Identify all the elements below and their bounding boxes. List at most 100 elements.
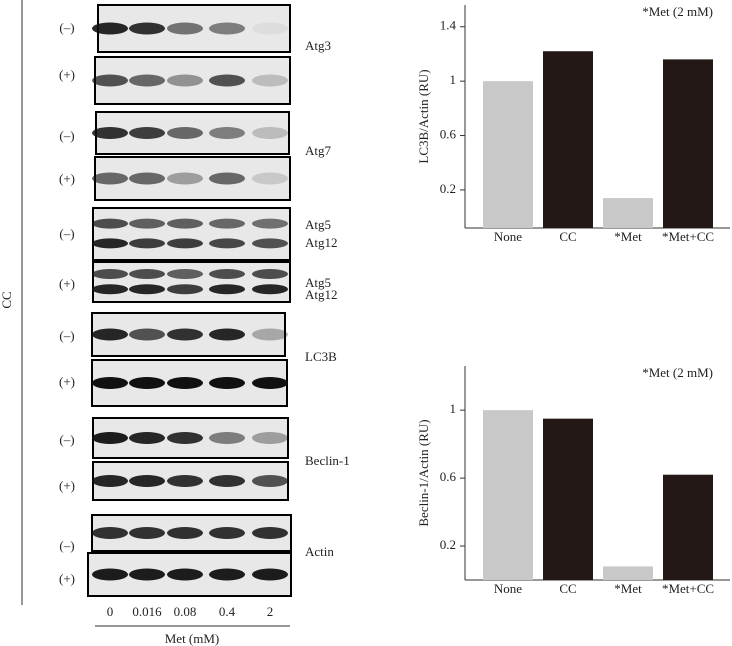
y-tick-label: 1 (450, 72, 457, 87)
lane-label: 0.4 (219, 604, 236, 619)
x-tick-label: None (494, 229, 522, 244)
band (167, 218, 203, 229)
band (252, 328, 288, 341)
band (92, 238, 128, 249)
band (252, 218, 288, 229)
x-tick-label: CC (559, 581, 576, 596)
band (252, 74, 288, 87)
band (252, 22, 288, 35)
band (167, 432, 203, 444)
band (92, 328, 128, 341)
band (167, 475, 203, 487)
band (167, 568, 203, 581)
band (167, 377, 203, 389)
band (129, 475, 165, 487)
band (209, 22, 245, 35)
row-sign: (+) (59, 374, 75, 389)
protein-label: Actin (305, 544, 334, 559)
lane-label: 0.08 (174, 604, 197, 619)
band (129, 218, 165, 229)
x-tick-label: *Met (614, 229, 642, 244)
protein-label: Atg7 (305, 143, 332, 158)
protein-label: Atg5 (305, 275, 331, 290)
lane-label: 0.016 (132, 604, 162, 619)
lane-label: 2 (267, 604, 274, 619)
band (209, 475, 245, 487)
protein-label: Atg3 (305, 38, 331, 53)
band (92, 377, 128, 389)
y-tick-label: 1 (450, 401, 457, 416)
row-sign: (–) (59, 328, 74, 343)
band (252, 527, 288, 539)
row-sign: (+) (59, 478, 75, 493)
row-sign: (–) (59, 538, 74, 553)
bar (663, 474, 713, 580)
row-sign: (–) (59, 432, 74, 447)
blot-panel (92, 207, 291, 261)
band (129, 172, 165, 185)
protein-label: Atg12 (305, 235, 338, 250)
band (167, 328, 203, 341)
y-axis-label: Beclin-1/Actin (RU) (416, 419, 431, 526)
band (167, 284, 203, 295)
band (209, 377, 245, 389)
band (167, 238, 203, 249)
band (129, 22, 165, 35)
side-label: CC (0, 291, 14, 308)
band (129, 269, 165, 279)
band (209, 284, 245, 295)
band (252, 127, 288, 139)
band (129, 377, 165, 389)
band (129, 127, 165, 139)
row-sign: (+) (59, 67, 75, 82)
band (92, 22, 128, 35)
bar (483, 81, 533, 229)
band (167, 269, 203, 279)
band (167, 22, 203, 35)
protein-label: LC3B (305, 349, 337, 364)
band (129, 568, 165, 581)
lane-label: 0 (107, 604, 114, 619)
band (209, 238, 245, 249)
blot-panel (92, 261, 291, 303)
band (209, 127, 245, 139)
band (209, 172, 245, 185)
band (209, 218, 245, 229)
bar (603, 566, 653, 580)
protein-label: Atg12 (305, 287, 338, 302)
band (92, 568, 128, 581)
band (129, 74, 165, 87)
band (167, 527, 203, 539)
band (209, 74, 245, 87)
band (92, 127, 128, 139)
band (209, 269, 245, 279)
y-tick-label: 0.2 (440, 181, 456, 196)
band (92, 218, 128, 229)
band (129, 284, 165, 295)
band (92, 475, 128, 487)
row-sign: (–) (59, 128, 74, 143)
band (167, 127, 203, 139)
band (252, 238, 288, 249)
band (252, 377, 288, 389)
band (252, 475, 288, 487)
row-sign: (–) (59, 226, 74, 241)
band (209, 328, 245, 341)
band (167, 74, 203, 87)
y-tick-label: 0.6 (440, 469, 457, 484)
band (92, 269, 128, 279)
band (252, 284, 288, 295)
annotation: *Met (2 mM) (642, 365, 713, 380)
band (92, 432, 128, 444)
band (92, 527, 128, 539)
row-sign: (+) (59, 276, 75, 291)
protein-label: Atg5 (305, 217, 331, 232)
band (209, 568, 245, 581)
row-sign: (–) (59, 20, 74, 35)
row-sign: (+) (59, 171, 75, 186)
x-tick-label: CC (559, 229, 576, 244)
bar (483, 410, 533, 580)
x-tick-label: *Met+CC (662, 229, 714, 244)
bar (543, 51, 593, 229)
